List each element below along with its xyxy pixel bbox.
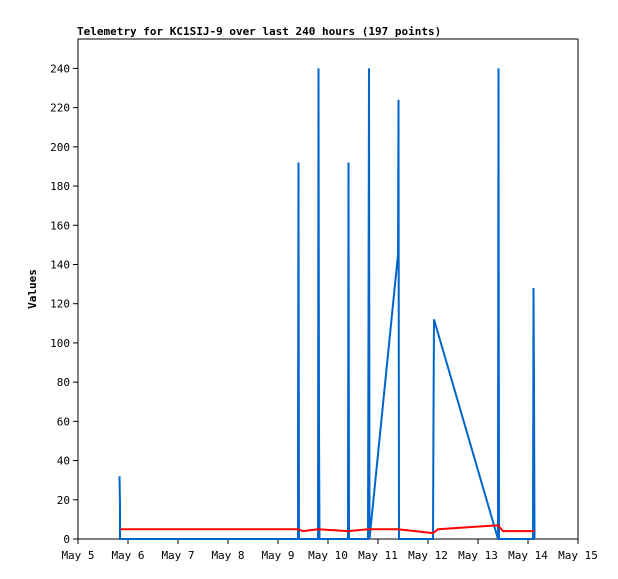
x-axis: May 5 May 6 May 7 May 8 May 9 May 10 May 11 May… (61, 539, 598, 562)
x-tick-label: May 12 (408, 549, 448, 562)
x-tick-label: May 11 (358, 549, 398, 562)
x-tick-label: May 9 (261, 549, 294, 562)
y-tick-label: 100 (50, 337, 70, 350)
y-tick-label: 240 (50, 62, 70, 75)
x-tick-label: May 6 (111, 549, 144, 562)
y-axis: 0 20 40 60 80 100 120 140 160 180 200 220 240 (50, 62, 78, 546)
series-layer (118, 68, 536, 540)
x-tick-label: May 7 (161, 549, 194, 562)
plot-area (77, 38, 579, 540)
series-line-1 (118, 68, 536, 540)
y-tick-label: 180 (50, 180, 70, 193)
x-tick-label: May 14 (508, 549, 548, 562)
x-tick-label: May 15 (558, 549, 598, 562)
y-axis-label: Values (26, 269, 39, 309)
y-tick-label: 220 (50, 102, 70, 115)
x-tick-label: May 13 (458, 549, 498, 562)
y-tick-label: 200 (50, 141, 70, 154)
y-tick-label: 40 (57, 455, 70, 468)
y-tick-label: 60 (57, 415, 70, 428)
series-line-2 (120, 524, 535, 535)
y-tick-label: 160 (50, 219, 70, 232)
x-tick-label: May 8 (211, 549, 244, 562)
y-tick-label: 120 (50, 298, 70, 311)
y-tick-label: 20 (57, 494, 70, 507)
chart-title: Telemetry for KC1SIJ-9 over last 240 hou… (77, 25, 441, 38)
x-tick-label: May 5 (61, 549, 94, 562)
y-tick-label: 0 (63, 533, 70, 546)
y-tick-label: 80 (57, 376, 70, 389)
x-tick-label: May 10 (308, 549, 348, 562)
y-tick-label: 140 (50, 258, 70, 271)
